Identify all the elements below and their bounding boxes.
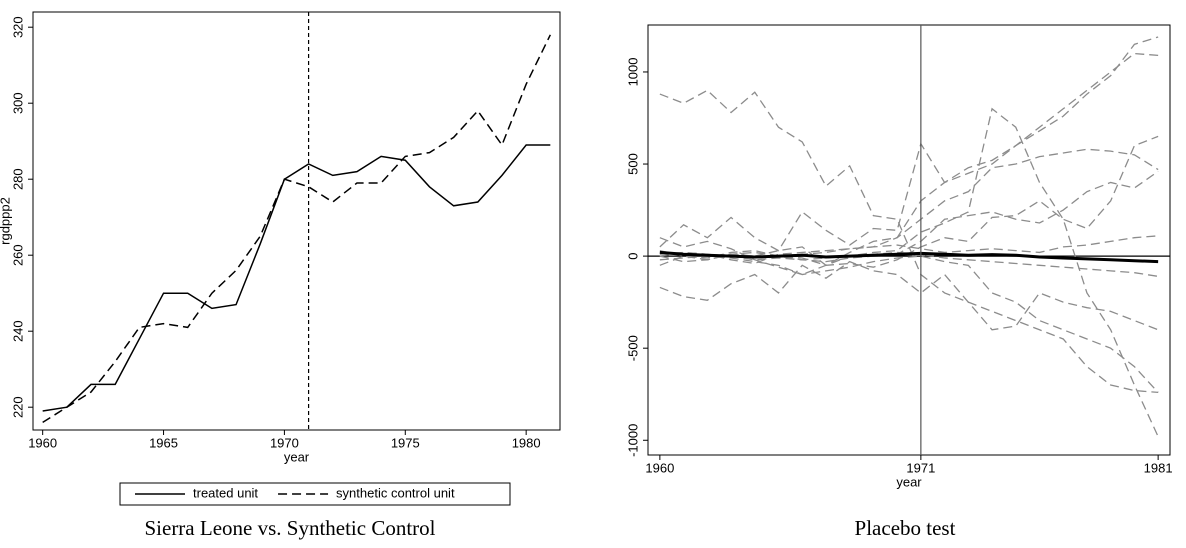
y-tick-label: -1000 — [625, 424, 640, 457]
y-tick-label: -500 — [625, 335, 640, 361]
series-line — [42, 144, 551, 412]
y-tick-label: 320 — [10, 16, 25, 38]
x-tick-label: 1970 — [270, 435, 299, 450]
series-line — [659, 107, 1159, 437]
plot-frame — [32, 11, 561, 431]
series-line — [659, 89, 1159, 394]
x-tick-label: 1965 — [149, 435, 178, 450]
plot-frame — [647, 24, 1171, 456]
x-tick-label: 1975 — [391, 435, 420, 450]
series-line — [42, 34, 552, 424]
y-tick-label: 300 — [10, 92, 25, 114]
x-tick-label: 1971 — [906, 460, 935, 475]
y-tick-label: 240 — [10, 320, 25, 342]
legend: treated unit synthetic control unit — [119, 482, 511, 506]
series-line — [659, 148, 1159, 265]
series-line — [659, 250, 1159, 264]
y-tick-label: 280 — [10, 168, 25, 190]
legend-label: synthetic control unit — [336, 485, 455, 500]
x-tick-label: 1960 — [28, 435, 57, 450]
y-tick-label: 500 — [625, 153, 640, 175]
series-line — [659, 52, 1159, 252]
chart-caption: Sierra Leone vs. Synthetic Control — [144, 516, 435, 540]
series-line — [659, 260, 1159, 331]
legend-label: treated unit — [193, 485, 258, 500]
y-axis-label: rgdppp2 — [0, 197, 12, 245]
y-tick-label: 1000 — [625, 57, 640, 86]
y-tick-label: 260 — [10, 244, 25, 266]
x-tick-label: 1960 — [645, 460, 674, 475]
legend-frame — [119, 482, 511, 506]
chart-caption: Placebo test — [855, 516, 956, 540]
x-tick-label: 1981 — [1144, 460, 1173, 475]
x-axis-label: year — [896, 474, 922, 489]
series-line — [659, 36, 1159, 267]
series-line — [659, 170, 1159, 263]
x-axis-label: year — [284, 449, 310, 464]
y-tick-label: 220 — [10, 396, 25, 418]
series-line — [659, 251, 1159, 393]
x-tick-label: 1980 — [512, 435, 541, 450]
y-tick-label: 0 — [625, 252, 640, 259]
